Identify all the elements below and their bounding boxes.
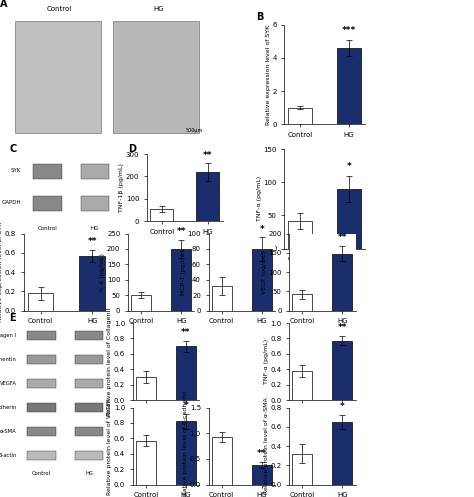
Y-axis label: TNF-1β (pg/mL): TNF-1β (pg/mL) [119, 163, 124, 212]
Text: D: D [128, 144, 136, 154]
Y-axis label: Relative expression level of SYK: Relative expression level of SYK [0, 222, 3, 322]
FancyBboxPatch shape [27, 451, 56, 460]
Bar [27, 293, 54, 311]
Y-axis label: Relative protein level of α-SMA: Relative protein level of α-SMA [264, 398, 269, 495]
Text: *: * [183, 401, 188, 410]
FancyBboxPatch shape [27, 331, 56, 340]
Text: A: A [0, 0, 7, 8]
FancyBboxPatch shape [75, 355, 103, 364]
Bar [252, 465, 272, 485]
Text: HG: HG [154, 6, 164, 12]
Text: ***: *** [342, 26, 356, 35]
FancyBboxPatch shape [75, 331, 103, 340]
FancyBboxPatch shape [27, 427, 56, 436]
Text: 500μm: 500μm [185, 128, 202, 133]
Text: Control: Control [37, 226, 57, 231]
Y-axis label: VEGF (pg/mL): VEGF (pg/mL) [262, 250, 266, 294]
Y-axis label: Relative protein level of Collagen I: Relative protein level of Collagen I [108, 308, 112, 415]
Y-axis label: Relative protein level of VEGFA: Relative protein level of VEGFA [108, 398, 112, 495]
FancyBboxPatch shape [27, 403, 56, 413]
Bar [332, 253, 353, 311]
Text: **: ** [337, 233, 347, 242]
FancyBboxPatch shape [81, 164, 109, 179]
FancyBboxPatch shape [81, 196, 109, 211]
Text: **: ** [88, 237, 97, 246]
FancyBboxPatch shape [16, 21, 101, 133]
FancyBboxPatch shape [75, 427, 103, 436]
Bar [337, 189, 361, 248]
Y-axis label: TNF-α (pg/mL): TNF-α (pg/mL) [257, 176, 262, 221]
Text: **: ** [181, 328, 191, 337]
Text: E: E [9, 313, 16, 323]
Bar [136, 441, 156, 485]
Bar [332, 341, 353, 400]
Text: **: ** [257, 449, 266, 458]
Text: Control: Control [32, 471, 51, 476]
Text: GAPDH: GAPDH [2, 200, 21, 205]
Y-axis label: Relative protein level of E-cadherin: Relative protein level of E-cadherin [183, 391, 188, 497]
Text: B: B [256, 12, 264, 22]
Bar [292, 371, 312, 400]
Text: β-actin: β-actin [0, 453, 17, 458]
Y-axis label: IL-6 (pg/mL): IL-6 (pg/mL) [100, 253, 105, 291]
Bar [196, 172, 219, 221]
Text: Vimentin: Vimentin [0, 356, 17, 362]
Text: Collagen I: Collagen I [0, 332, 17, 337]
FancyBboxPatch shape [33, 164, 62, 179]
Bar [337, 48, 361, 124]
Bar [79, 256, 105, 311]
Bar [131, 295, 151, 311]
Text: *: * [340, 403, 345, 412]
FancyBboxPatch shape [75, 403, 103, 413]
Text: *: * [259, 225, 264, 234]
Text: **: ** [203, 151, 213, 160]
Text: E-cadherin: E-cadherin [0, 405, 17, 410]
Bar [288, 221, 312, 248]
Text: α-SMA: α-SMA [0, 428, 17, 434]
FancyBboxPatch shape [75, 379, 103, 388]
FancyBboxPatch shape [75, 451, 103, 460]
Bar [136, 377, 156, 400]
Text: HG: HG [85, 471, 93, 476]
Bar [292, 294, 312, 311]
Bar [288, 108, 312, 124]
FancyBboxPatch shape [33, 196, 62, 211]
Text: HG: HG [91, 226, 99, 231]
Text: *: * [347, 162, 352, 170]
Text: **: ** [176, 227, 186, 236]
Bar [292, 454, 312, 485]
Text: **: ** [337, 323, 347, 332]
Bar [176, 346, 196, 400]
Bar [332, 422, 353, 485]
Y-axis label: TNF-α (pg/mL): TNF-α (pg/mL) [264, 339, 269, 384]
Bar [252, 249, 272, 311]
Bar [211, 437, 232, 485]
Y-axis label: Relative expression level of SYK: Relative expression level of SYK [266, 24, 271, 125]
Text: C: C [9, 144, 17, 154]
Y-axis label: MCP-1 (pg/mL): MCP-1 (pg/mL) [181, 249, 186, 295]
Bar [176, 421, 196, 485]
Bar [171, 249, 191, 311]
Bar [211, 286, 232, 311]
Text: Control: Control [46, 6, 72, 12]
FancyBboxPatch shape [27, 379, 56, 388]
Text: VEGFA: VEGFA [0, 381, 17, 386]
Bar [150, 209, 173, 221]
FancyBboxPatch shape [113, 21, 199, 133]
FancyBboxPatch shape [27, 355, 56, 364]
Text: SYK: SYK [11, 168, 21, 173]
